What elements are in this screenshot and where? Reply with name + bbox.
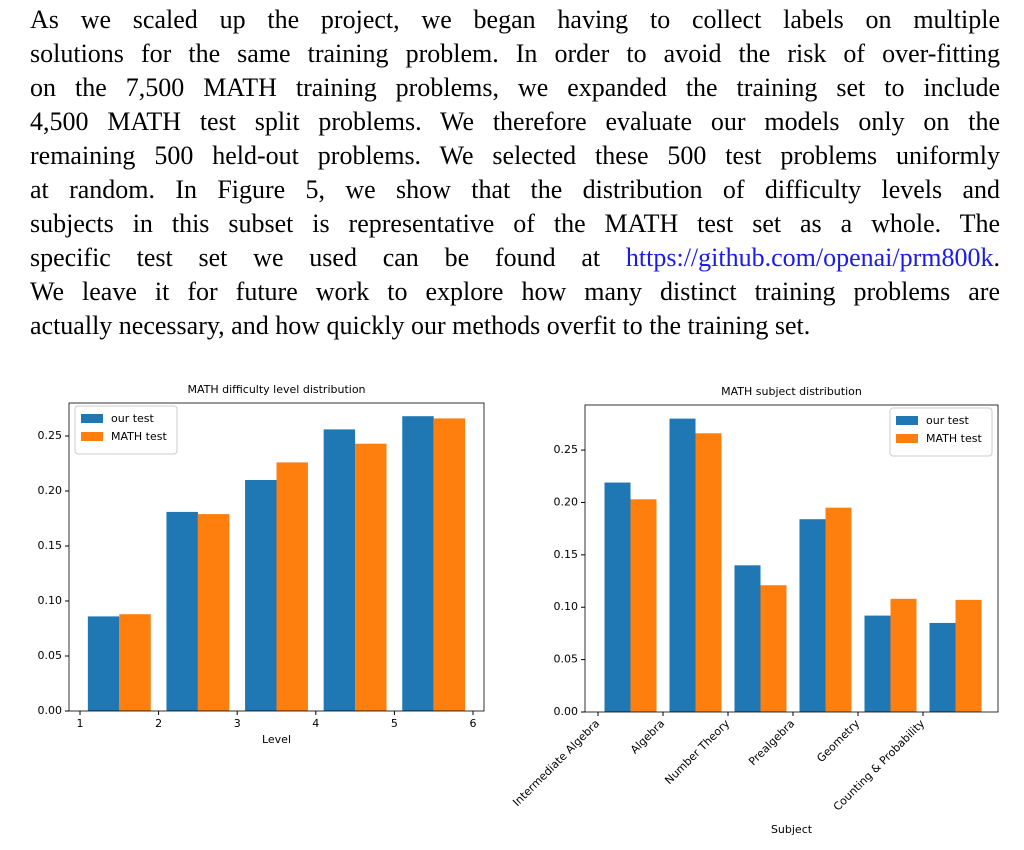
text-line: subjects in this subset is representativ… [30,209,1000,238]
bar [695,433,722,712]
plot-frame [584,404,999,713]
y-tick-label: 0.15 [38,539,63,552]
text-line: specific test set we used can be found a… [30,241,1000,275]
text-line: We leave it for future work to explore h… [30,277,1000,306]
text-line: on the 7,500 MATH training problems, we … [30,73,1000,102]
bar [87,616,120,711]
bar [323,429,356,711]
text-line: at random. In Figure 5, we show that the… [30,175,1000,204]
bar [355,443,387,711]
bar [276,462,308,711]
legend-label: our test [926,414,970,427]
plot-frame [68,402,485,712]
legend-swatch [896,416,918,425]
text-line: remaining 500 held-out problems. We sele… [30,141,1000,170]
x-tick-label: Geometry [814,717,862,765]
x-tick-label: 1 [77,717,84,730]
x-tick-label: 3 [234,717,241,730]
bar [166,511,198,711]
y-tick-label: 0.20 [554,495,579,508]
text-line: solutions for the same training problem.… [30,39,1000,68]
x-tick-label: Number Theory [662,717,732,787]
legend-label: our test [111,412,155,425]
bar [604,482,631,712]
text: specific test set we used can be found a… [30,243,601,272]
x-tick-label: Algebra [628,717,667,756]
x-tick-label: 2 [155,717,162,730]
bar [825,507,852,712]
bar [119,614,151,711]
x-tick-label: 6 [469,717,476,730]
legend-label: MATH test [111,430,167,443]
y-tick-label: 0.20 [38,484,63,497]
bar [402,416,434,711]
text-line: 4,500 MATH test split problems. We there… [30,107,1000,136]
bar [197,514,230,711]
y-tick-label: 0.25 [38,429,63,442]
text: . [993,243,1001,272]
x-axis-label: Level [262,733,291,746]
link[interactable]: https://github.com/openai/prm800k [625,243,994,272]
y-tick-label: 0.00 [554,705,579,718]
bar [890,598,917,712]
x-tick-label: 5 [391,717,398,730]
y-tick-label: 0.15 [554,548,579,561]
text-line: actually necessary, and how quickly our … [30,311,811,340]
legend-swatch [81,432,103,441]
bar [734,565,761,712]
bar [864,615,891,712]
y-tick-label: 0.10 [38,594,63,607]
y-tick-label: 0.10 [554,600,579,613]
bar [929,622,956,712]
y-tick-label: 0.05 [38,649,63,662]
chart-title: MATH subject distribution [721,385,862,398]
x-tick-label: 4 [312,717,319,730]
bar [669,418,696,712]
y-tick-label: 0.25 [554,443,579,456]
legend-swatch [896,434,918,443]
bar [799,519,826,712]
bar [245,480,277,711]
chart-title: MATH difficulty level distribution [187,383,365,396]
bar [630,499,657,712]
y-tick-label: 0.05 [554,653,579,666]
legend-label: MATH test [926,432,982,445]
y-tick-label: 0.00 [38,704,63,717]
x-tick-label: Prealgebra [746,717,797,768]
bar [760,585,787,712]
legend-swatch [81,414,103,423]
paragraph: As we scaled up the project, we began ha… [30,3,1000,343]
bar [433,418,466,711]
bar [955,599,982,712]
text-line: As we scaled up the project, we began ha… [30,5,1000,34]
x-axis-label: Subject [771,823,813,836]
x-tick-label: Intermediate Algebra [510,717,602,809]
